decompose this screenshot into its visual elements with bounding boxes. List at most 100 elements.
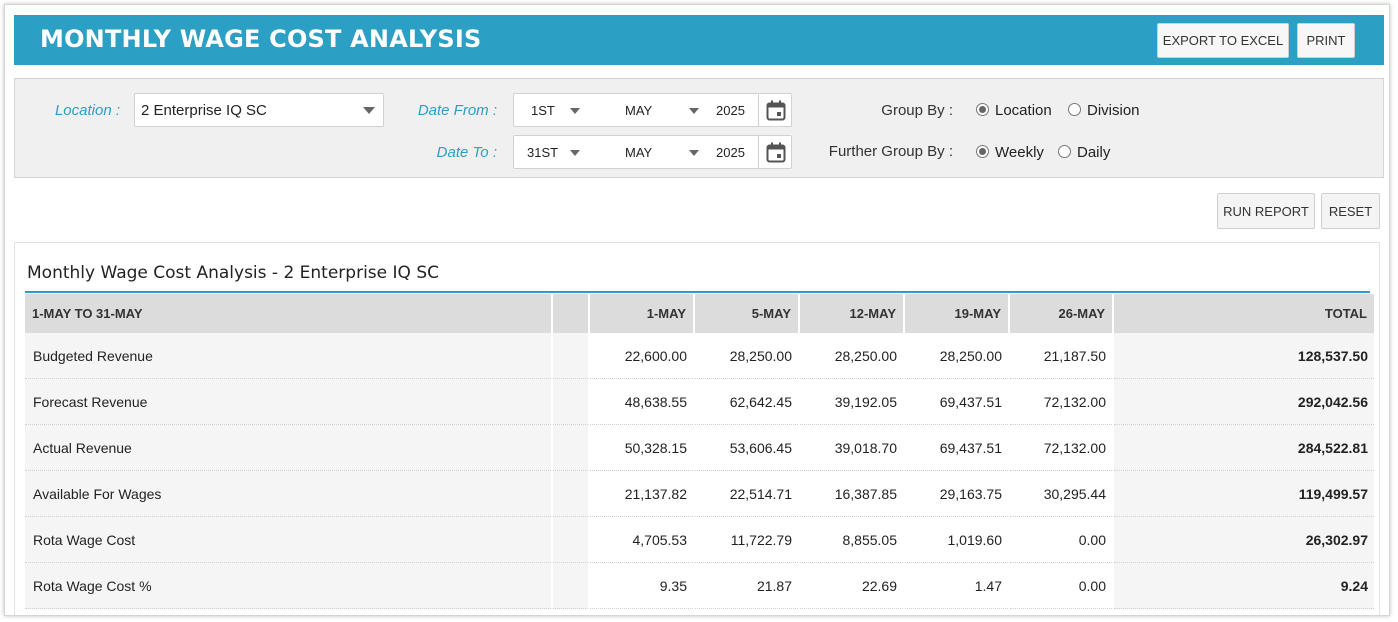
location-select[interactable]: 2 Enterprise IQ SC (134, 93, 384, 127)
radio-unchecked-icon (1058, 144, 1071, 158)
radio-label: Location (995, 102, 1052, 119)
table-cell: 69,437.51 (905, 379, 1008, 425)
column-header: 12-MAY (800, 294, 903, 333)
table-cell: 50,328.15 (590, 425, 693, 471)
table-cell: 48,638.55 (590, 379, 693, 425)
table-cell: 28,250.00 (695, 333, 798, 379)
column-header: 26-MAY (1010, 294, 1112, 333)
table-row: Forecast Revenue 48,638.55 62,642.45 39,… (25, 379, 1374, 425)
table-cell: 1,019.60 (905, 517, 1008, 563)
date-from-label: Date From : (417, 102, 497, 119)
row-label: Rota Wage Cost (25, 517, 551, 563)
table-cell: 0.00 (1010, 563, 1112, 609)
further-group-by-label: Further Group By : (828, 143, 953, 160)
export-to-excel-button[interactable]: EXPORT TO EXCEL (1157, 23, 1289, 58)
date-to-label: Date To : (436, 144, 497, 161)
run-report-button[interactable]: RUN REPORT (1217, 193, 1315, 229)
table-cell: 11,722.79 (695, 517, 798, 563)
chevron-down-icon[interactable] (689, 108, 699, 114)
radio-label: Division (1087, 102, 1140, 119)
radio-checked-icon (976, 144, 989, 158)
report-title: Monthly Wage Cost Analysis - 2 Enterpris… (27, 263, 439, 283)
chevron-down-icon[interactable] (570, 108, 580, 114)
table-cell: 39,192.05 (800, 379, 903, 425)
column-header-period: 1-MAY TO 31-MAY (25, 294, 551, 333)
table-row: Available For Wages 21,137.82 22,514.71 … (25, 471, 1374, 517)
calendar-icon[interactable] (758, 136, 792, 168)
table-row: Rota Wage Cost 4,705.53 11,722.79 8,855.… (25, 517, 1374, 563)
row-label: Rota Wage Cost % (25, 563, 551, 609)
table-cell: 22,600.00 (590, 333, 693, 379)
column-header-blank (553, 294, 588, 333)
table-cell: 21.87 (695, 563, 798, 609)
table-cell: 4,705.53 (590, 517, 693, 563)
row-label: Budgeted Revenue (25, 333, 551, 379)
date-from-year[interactable]: 2025 (716, 103, 745, 118)
table-cell: 21,187.50 (1010, 333, 1112, 379)
report-window: MONTHLY WAGE COST ANALYSIS EXPORT TO EXC… (4, 4, 1390, 616)
date-to-day[interactable]: 31ST (527, 145, 559, 160)
chevron-down-icon[interactable] (689, 150, 699, 156)
column-header: 1-MAY (590, 294, 693, 333)
calendar-icon[interactable] (758, 94, 792, 126)
table-cell: 30,295.44 (1010, 471, 1112, 517)
location-label: Location : (54, 102, 120, 119)
table-header-row: 1-MAY TO 31-MAY 1-MAY 5-MAY 12-MAY 19-MA… (25, 294, 1374, 333)
page-header: MONTHLY WAGE COST ANALYSIS EXPORT TO EXC… (14, 15, 1384, 65)
total-cell: 284,522.81 (1114, 425, 1374, 471)
spacer-cell (553, 517, 588, 563)
table-row: Budgeted Revenue 22,600.00 28,250.00 28,… (25, 333, 1374, 379)
table-cell: 29,163.75 (905, 471, 1008, 517)
wage-cost-table: 1-MAY TO 31-MAY 1-MAY 5-MAY 12-MAY 19-MA… (23, 294, 1376, 609)
spacer-cell (553, 425, 588, 471)
table-cell: 28,250.00 (800, 333, 903, 379)
total-cell: 119,499.57 (1114, 471, 1374, 517)
date-from-picker: 1ST MAY 2025 (513, 93, 792, 127)
table-cell: 8,855.05 (800, 517, 903, 563)
total-cell: 9.24 (1114, 563, 1374, 609)
spacer-cell (553, 471, 588, 517)
chevron-down-icon[interactable] (570, 150, 580, 156)
table-row: Rota Wage Cost % 9.35 21.87 22.69 1.47 0… (25, 563, 1374, 609)
table-cell: 0.00 (1010, 517, 1112, 563)
group-by-label: Group By : (881, 102, 953, 119)
group-by-division-radio[interactable]: Division (1068, 102, 1140, 119)
row-label: Forecast Revenue (25, 379, 551, 425)
radio-unchecked-icon (1068, 102, 1081, 116)
column-header: 19-MAY (905, 294, 1008, 333)
date-to-year[interactable]: 2025 (716, 145, 745, 160)
print-button[interactable]: PRINT (1297, 23, 1355, 58)
spacer-cell (553, 563, 588, 609)
total-cell: 26,302.97 (1114, 517, 1374, 563)
table-cell: 22.69 (800, 563, 903, 609)
report-panel: Monthly Wage Cost Analysis - 2 Enterpris… (14, 242, 1380, 615)
date-from-day[interactable]: 1ST (531, 103, 555, 118)
radio-label: Daily (1077, 144, 1111, 161)
table-row: Actual Revenue 50,328.15 53,606.45 39,01… (25, 425, 1374, 471)
title-divider (25, 291, 1370, 293)
table-cell: 72,132.00 (1010, 425, 1112, 471)
table-cell: 9.35 (590, 563, 693, 609)
table-cell: 69,437.51 (905, 425, 1008, 471)
date-to-picker: 31ST MAY 2025 (513, 135, 792, 169)
group-by-location-radio[interactable]: Location (976, 102, 1052, 119)
row-label: Available For Wages (25, 471, 551, 517)
page-title: MONTHLY WAGE COST ANALYSIS (40, 25, 482, 53)
total-cell: 128,537.50 (1114, 333, 1374, 379)
table-cell: 22,514.71 (695, 471, 798, 517)
radio-checked-icon (976, 102, 989, 116)
table-cell: 39,018.70 (800, 425, 903, 471)
table-cell: 1.47 (905, 563, 1008, 609)
column-header: 5-MAY (695, 294, 798, 333)
date-from-month[interactable]: MAY (625, 103, 653, 118)
table-cell: 21,137.82 (590, 471, 693, 517)
table-cell: 16,387.85 (800, 471, 903, 517)
table-cell: 62,642.45 (695, 379, 798, 425)
further-group-by-weekly-radio[interactable]: Weekly (976, 144, 1044, 161)
date-to-month[interactable]: MAY (625, 145, 653, 160)
table-cell: 53,606.45 (695, 425, 798, 471)
reset-button[interactable]: RESET (1321, 193, 1380, 229)
spacer-cell (553, 379, 588, 425)
further-group-by-daily-radio[interactable]: Daily (1058, 144, 1110, 161)
chevron-down-icon (363, 107, 375, 114)
